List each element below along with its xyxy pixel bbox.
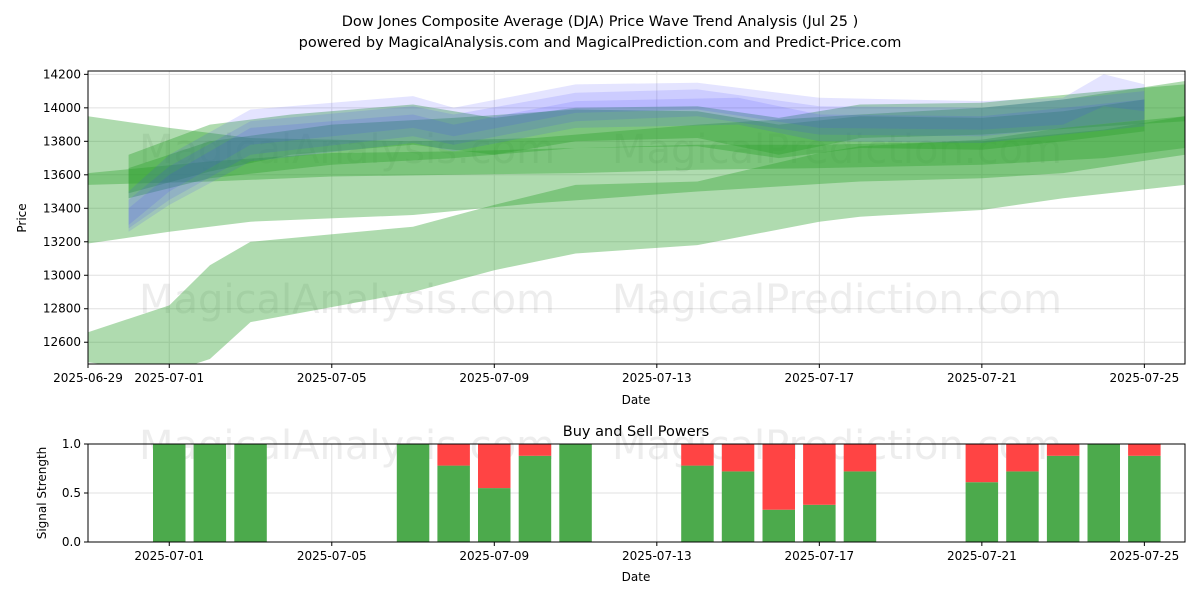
buy-sell-x-tick-label: 2025-07-25 <box>1109 549 1179 563</box>
price-watermarks: MagicalAnalysis.com MagicalPrediction.co… <box>139 127 1062 323</box>
buy-sell-bars <box>153 444 1161 542</box>
sell-power-bar <box>1128 444 1161 456</box>
buy-power-bar <box>559 444 592 542</box>
sell-power-bar <box>1006 444 1039 472</box>
watermark-magicalanalysis-mid: MagicalAnalysis.com <box>139 277 555 323</box>
green-wave-band <box>88 81 1185 244</box>
buy-power-bar <box>437 465 470 542</box>
sell-power-bar <box>518 444 552 456</box>
price-y-axis-label: Price <box>15 203 29 232</box>
sell-power-bar <box>721 444 755 472</box>
buy-power-bar <box>965 482 999 542</box>
sell-power-bar <box>1046 444 1080 456</box>
buy-sell-x-tick-label: 2025-07-05 <box>297 549 367 563</box>
watermark-magicalprediction-mid: MagicalPrediction.com <box>612 277 1062 323</box>
buy-power-bar <box>681 465 714 542</box>
price-x-tick-label: 2025-07-13 <box>622 371 692 385</box>
buy-power-bar <box>1087 444 1120 542</box>
blue-wave-band <box>128 97 1145 232</box>
buy-power-bar <box>1006 471 1039 542</box>
sell-power-bar <box>478 444 511 489</box>
green-wave-band <box>128 99 1145 199</box>
buy-power-bar <box>721 471 755 542</box>
buy-sell-x-tick-label: 2025-07-17 <box>784 549 854 563</box>
green-wave-band <box>88 116 1185 364</box>
price-y-tick-label: 12600 <box>43 335 81 349</box>
buy-sell-x-tick-label: 2025-07-13 <box>622 549 692 563</box>
buy-power-bar <box>1046 455 1080 542</box>
buy-sell-y-tick-label: 0.5 <box>62 486 81 500</box>
chart-title-line2: powered by MagicalAnalysis.com and Magic… <box>299 35 902 51</box>
buy-power-bar <box>478 488 511 542</box>
buy-power-bar <box>396 444 430 542</box>
price-x-tick-label: 2025-07-05 <box>297 371 367 385</box>
buy-power-bar <box>803 504 836 542</box>
sell-power-bar <box>803 444 836 505</box>
buy-power-bar <box>1128 455 1161 542</box>
watermark-magicalprediction-top: MagicalPrediction.com <box>612 127 1062 173</box>
buy-power-bar <box>518 455 552 542</box>
watermark-magicalanalysis-top: MagicalAnalysis.com <box>139 127 555 173</box>
buy-sell-x-axis-label: Date <box>622 570 651 584</box>
price-x-tick-label: 2025-07-17 <box>784 371 854 385</box>
buy-sell-x-tick-label: 2025-07-09 <box>459 549 529 563</box>
price-wave-bands <box>88 74 1185 364</box>
green-wave-band <box>128 84 1185 194</box>
price-y-tick-label: 13000 <box>43 268 81 282</box>
sell-power-bar <box>437 444 470 466</box>
buy-sell-y-ticks: 0.0 0.5 1.0 <box>62 437 88 549</box>
price-x-tick-label: 2025-07-25 <box>1109 371 1179 385</box>
price-y-tick-label: 14000 <box>43 101 81 115</box>
chart-title-line1: Dow Jones Composite Average (DJA) Price … <box>342 14 859 30</box>
price-x-tick-label: 2025-07-09 <box>459 371 529 385</box>
buy-power-bar <box>193 444 227 542</box>
buy-sell-x-tick-label: 2025-07-01 <box>134 549 204 563</box>
price-y-tick-label: 13800 <box>43 134 81 148</box>
buy-sell-title: Buy and Sell Powers <box>563 424 709 440</box>
price-y-tick-label: 13200 <box>43 235 81 249</box>
price-x-tick-label: 2025-07-01 <box>134 371 204 385</box>
buy-power-bar <box>843 471 877 542</box>
price-grid <box>87 71 1185 364</box>
blue-wave-band <box>128 89 1145 229</box>
buy-power-bar <box>153 444 186 542</box>
buy-sell-plot: Buy and Sell Powers MagicalAnalysis.com … <box>35 423 1186 584</box>
sell-power-bar <box>681 444 714 466</box>
price-x-tick-label: 2025-07-21 <box>947 371 1017 385</box>
buy-sell-y-axis-label: Signal Strength <box>35 447 49 540</box>
green-wave-band <box>88 116 1185 185</box>
price-x-ticks: 2025-06-29 2025-07-01 2025-07-05 2025-07-09… <box>53 364 1179 385</box>
sell-power-bar <box>843 444 877 472</box>
price-x-axis-label: Date <box>622 393 651 407</box>
buy-sell-y-tick-label: 1.0 <box>62 437 81 451</box>
price-plot: MagicalAnalysis.com MagicalPrediction.co… <box>15 67 1186 407</box>
price-y-tick-label: 12800 <box>43 302 81 316</box>
blue-wave-band <box>128 74 1145 225</box>
price-y-tick-label: 13400 <box>43 201 81 215</box>
buy-power-bar <box>234 444 267 542</box>
price-y-tick-label: 13600 <box>43 168 81 182</box>
buy-sell-x-ticks: 2025-07-01 2025-07-05 2025-07-09 2025-07-13… <box>134 542 1179 563</box>
price-plot-frame <box>87 70 1186 365</box>
sell-power-bar <box>965 444 999 483</box>
price-y-ticks: 12600 12800 13000 13200 13400 13600 13800 14000… <box>43 67 88 349</box>
buy-sell-y-tick-label: 0.0 <box>62 535 81 549</box>
sell-power-bar <box>762 444 795 510</box>
price-y-tick-label: 14200 <box>43 67 81 81</box>
price-x-tick-label: 2025-06-29 <box>53 371 123 385</box>
buy-power-bar <box>762 509 795 542</box>
buy-sell-x-tick-label: 2025-07-21 <box>947 549 1017 563</box>
